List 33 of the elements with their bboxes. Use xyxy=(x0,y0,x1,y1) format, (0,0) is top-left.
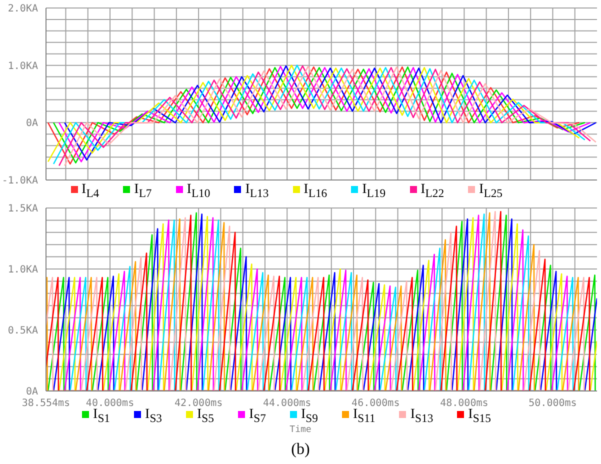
legend-label: I$_{L19}$ xyxy=(362,182,386,200)
x-tick-label: 40.000ms xyxy=(86,398,134,410)
x-tick-label: 38.554ms xyxy=(22,398,70,410)
x-tick-label: 44.000ms xyxy=(263,398,312,410)
y-tick-label: 2.0KA xyxy=(8,4,38,15)
legend-label: I$_{S5}$ xyxy=(197,407,214,425)
text: (b) xyxy=(290,441,311,459)
x-tick-label: 50.000ms xyxy=(528,398,577,410)
x-tick-label: 46.000ms xyxy=(352,398,400,410)
legend-label: I$_{L22}$ xyxy=(420,182,444,200)
legend-label: I$_{S15}$ xyxy=(468,407,491,425)
legend-label: I$_{L7}$ xyxy=(134,182,152,200)
y-tick-label: 0A xyxy=(26,386,38,398)
y-tick-label: -1.0KA xyxy=(2,176,38,187)
legend-label: I$_{L25}$ xyxy=(479,182,502,200)
y-tick-label: 1.0KA xyxy=(8,60,38,72)
legend-label: I$_{L10}$ xyxy=(186,182,210,200)
legend-label: I$_{S13}$ xyxy=(410,407,434,425)
legend-label: I$_{S11}$ xyxy=(352,407,376,425)
legend-label: I$_{L4}$ xyxy=(82,182,100,200)
x-axis-title: Time xyxy=(288,425,312,437)
y-tick-label: 0.5KA xyxy=(8,326,38,337)
legend-label: I$_{S9}$ xyxy=(300,407,318,425)
y-tick-label: 0A xyxy=(26,118,38,130)
legend-label: I$_{L16}$ xyxy=(304,182,328,200)
x-tick-label: 42.000ms xyxy=(174,398,223,410)
legend-label: I$_{S3}$ xyxy=(145,407,162,425)
legend-label: I$_{S7}$ xyxy=(248,407,266,425)
y-tick-label: 1.5KA xyxy=(8,204,38,215)
x-tick-label: 48.000ms xyxy=(440,398,488,410)
legend-label: I$_{S1}$ xyxy=(93,407,110,425)
y-tick-label: 1.0KA xyxy=(8,264,38,276)
legend-label: I$_{L13}$ xyxy=(245,182,269,200)
